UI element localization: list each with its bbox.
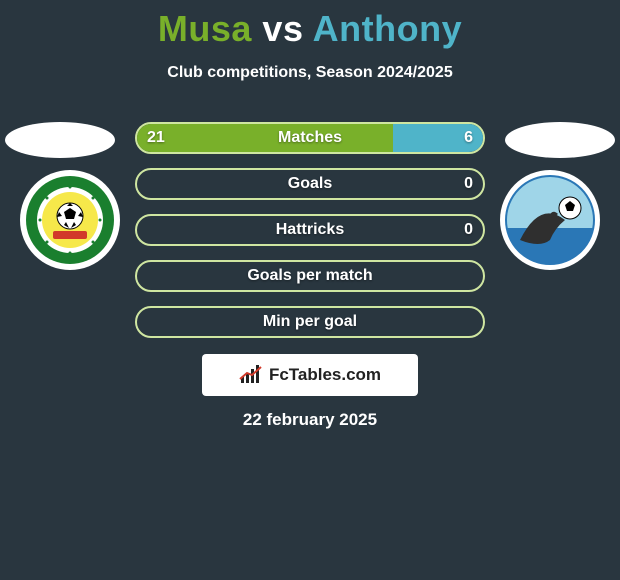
page-title: Musa vs Anthony [0, 0, 620, 50]
stat-bar-track [135, 306, 485, 338]
footer-logo: FcTables.com [202, 354, 418, 396]
stat-bar-track [135, 122, 485, 154]
footer-logo-text: FcTables.com [269, 365, 381, 385]
stat-bar-track [135, 214, 485, 246]
stat-row: Goals per match [135, 260, 485, 292]
stat-row: Min per goal [135, 306, 485, 338]
stat-row: Matches216 [135, 122, 485, 154]
crest-banner [53, 231, 87, 239]
title-player2: Anthony [313, 8, 462, 49]
stats-bars: Matches216 Goals0 Hattricks0 Goals per matc… [135, 122, 485, 352]
soccer-ball-icon [559, 197, 581, 219]
footer-date: 22 february 2025 [0, 410, 620, 430]
title-player1: Musa [158, 8, 252, 49]
player1-crest [20, 170, 120, 270]
subtitle: Club competitions, Season 2024/2025 [0, 64, 620, 82]
bar-chart-icon [239, 365, 263, 385]
stat-row: Hattricks0 [135, 214, 485, 246]
player2-crest [500, 170, 600, 270]
player2-ellipse [505, 122, 615, 158]
stat-bar-track [135, 260, 485, 292]
stat-bar-right-fill [393, 124, 483, 152]
crest-icon [20, 170, 120, 270]
crest-icon [500, 170, 600, 270]
stat-row: Goals0 [135, 168, 485, 200]
stat-bar-left-fill [137, 124, 393, 152]
player1-ellipse [5, 122, 115, 158]
stat-bar-track [135, 168, 485, 200]
title-vs: vs [262, 8, 303, 49]
soccer-ball-icon [57, 203, 83, 229]
